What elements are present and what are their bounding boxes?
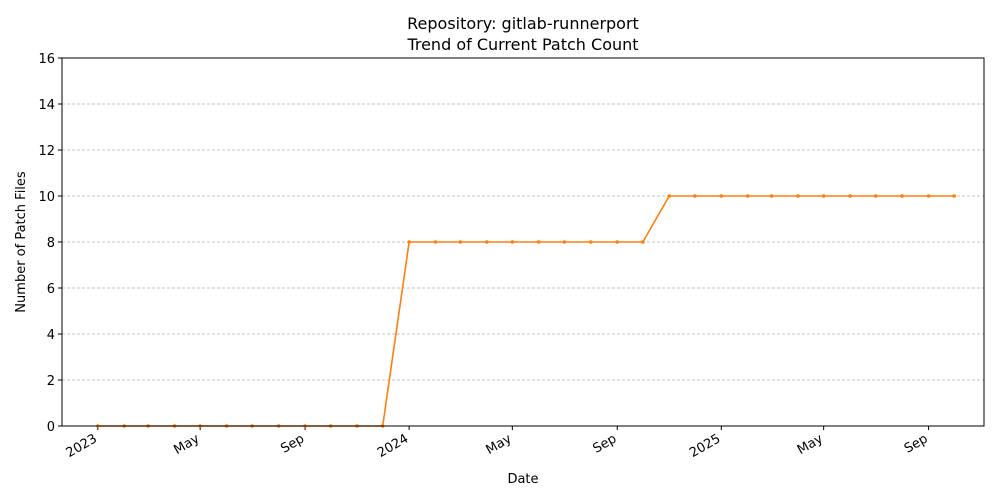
- data-point: [952, 194, 956, 198]
- data-point: [433, 240, 438, 244]
- y-tick-label: 6: [47, 282, 55, 297]
- data-point: [848, 194, 852, 198]
- y-tick-label: 4: [47, 328, 55, 343]
- x-tick-label: 2023: [64, 431, 100, 461]
- x-tick-label: 2024: [375, 431, 411, 461]
- x-tick-label: Sep: [591, 431, 620, 456]
- series-line: [97, 195, 955, 427]
- data-point: [745, 194, 750, 198]
- data-point: [769, 194, 774, 198]
- y-tick-label: 16: [38, 52, 55, 67]
- data-point: [796, 194, 800, 198]
- data-point: [484, 240, 489, 244]
- y-axis-label: Number of Patch Files: [14, 171, 29, 313]
- data-point: [719, 194, 724, 198]
- y-tick-label: 2: [47, 374, 55, 389]
- y-tick-label: 10: [38, 190, 55, 205]
- x-tick-label: 2025: [687, 431, 723, 461]
- y-tick-label: 0: [47, 420, 55, 435]
- data-point: [510, 240, 515, 244]
- data-point: [407, 240, 411, 244]
- data-point: [900, 194, 904, 198]
- chart-subtitle: Trend of Current Patch Count: [406, 35, 638, 54]
- x-tick-label: Sep: [278, 431, 307, 456]
- y-tick-label: 8: [47, 236, 55, 251]
- data-point: [589, 240, 593, 244]
- data-point: [693, 194, 697, 198]
- x-tick-label: May: [484, 431, 515, 458]
- plot-area-frame: [61, 57, 985, 427]
- data-point: [615, 240, 620, 244]
- y-tick-label: 12: [38, 144, 55, 159]
- data-point: [821, 194, 826, 198]
- x-tick-label: Sep: [902, 431, 931, 456]
- x-tick-label: May: [795, 431, 826, 458]
- data-point: [873, 194, 878, 198]
- data-point: [562, 240, 567, 244]
- x-axis-ticks: 2023 May Sep 2024 May Sep 2025 May Sep: [64, 426, 931, 461]
- data-point: [536, 240, 541, 244]
- data-point: [641, 240, 645, 244]
- data-point: [926, 194, 931, 198]
- data-point: [458, 240, 463, 244]
- data-series: [96, 194, 956, 428]
- x-axis-label: Date: [507, 472, 538, 487]
- chart-title: Repository: gitlab-runnerport: [407, 14, 639, 33]
- y-tick-label: 14: [38, 98, 55, 113]
- data-point: [667, 194, 672, 198]
- x-tick-label: May: [171, 431, 202, 458]
- y-axis-ticks: 0 2 4 6 8 10 12 14 16: [38, 52, 62, 435]
